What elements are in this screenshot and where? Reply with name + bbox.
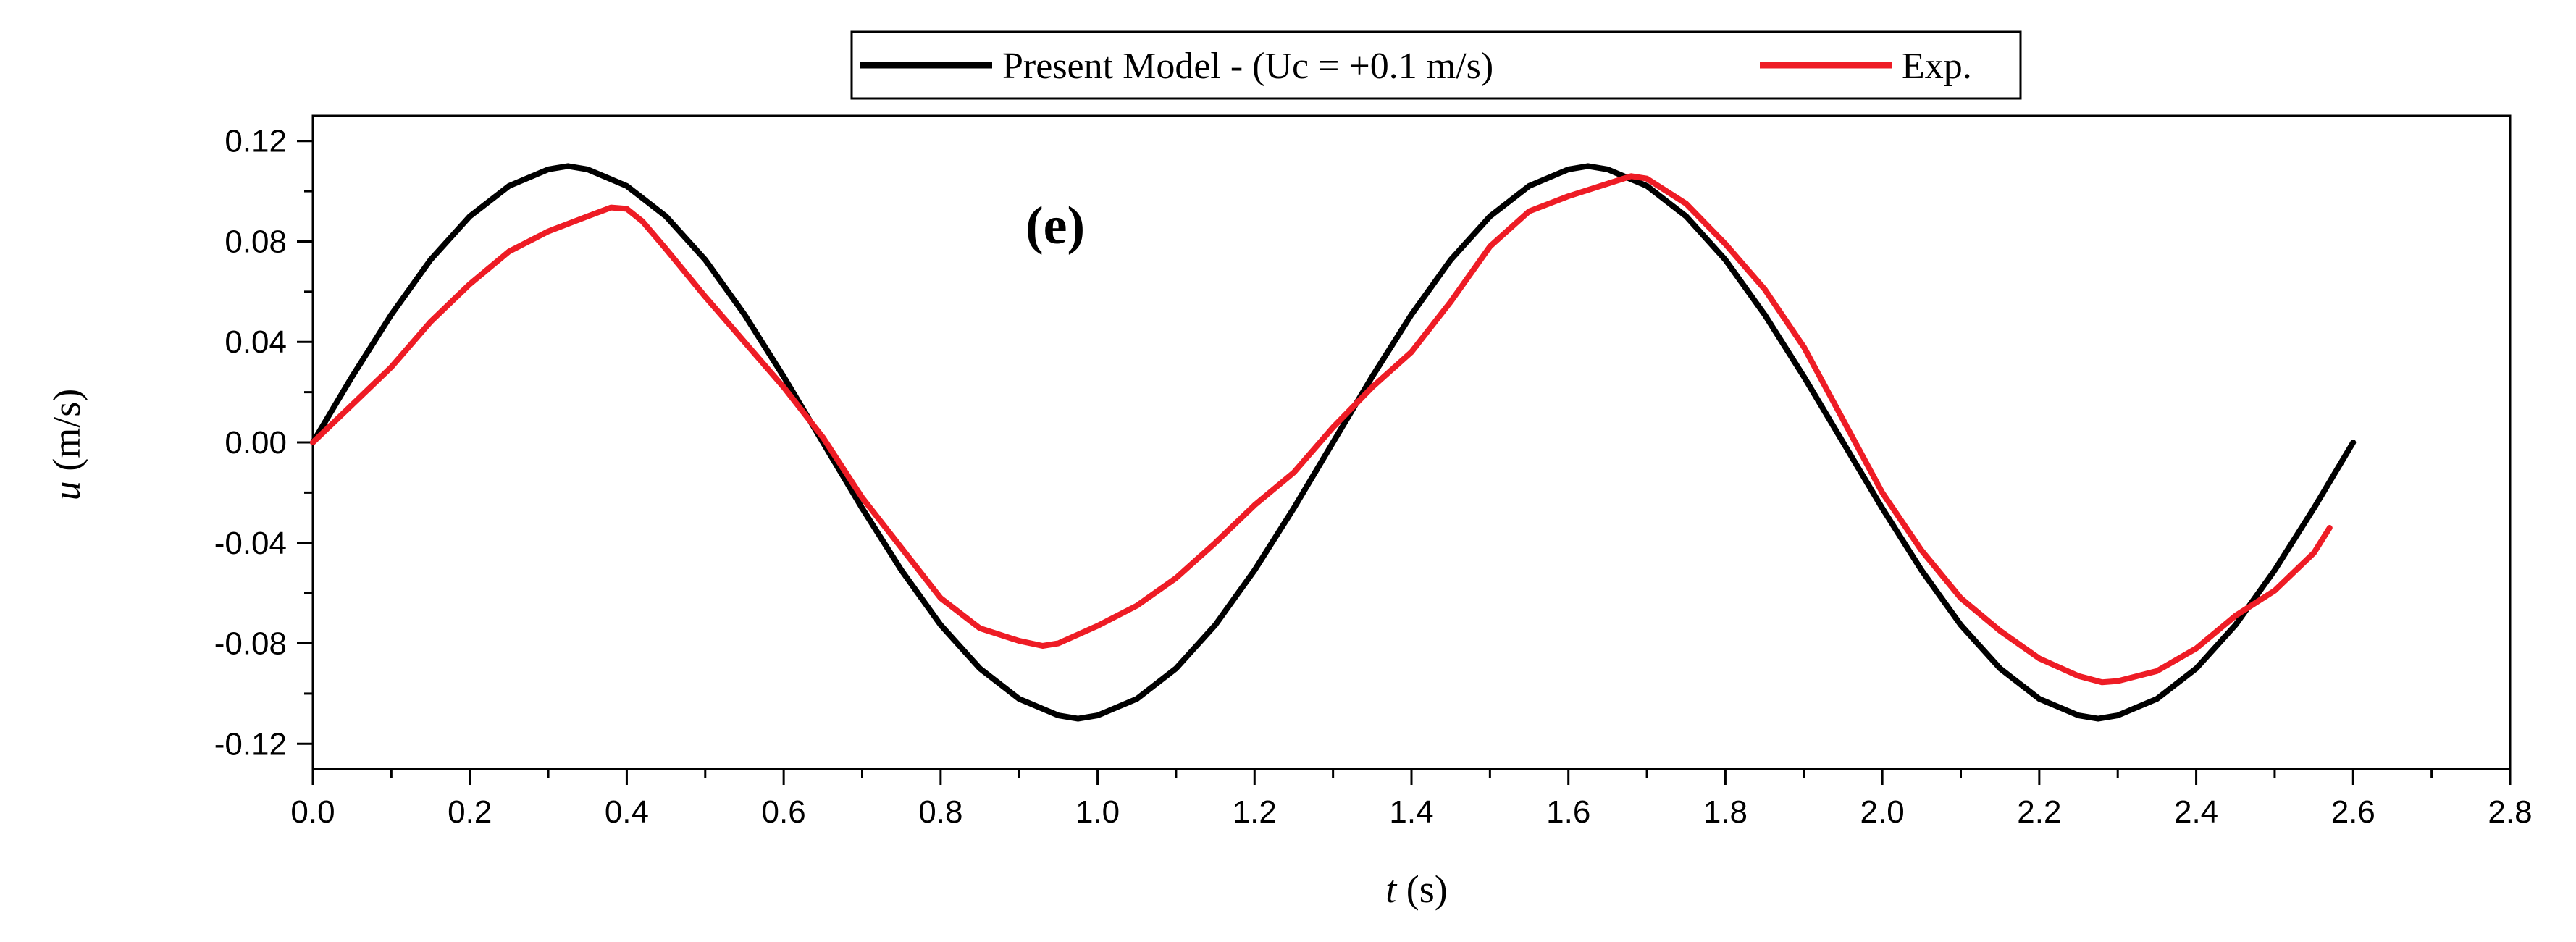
x-tick-label: 1.8 bbox=[1703, 794, 1748, 830]
y-tick-label: 0.08 bbox=[225, 224, 287, 259]
plot-area: 0.0 0.2 0.4 0.6 0.8 1.0 1.2 1.4 1.6 1.8 2.0 2.2 2.4 2… bbox=[214, 114, 2533, 830]
x-tick-label: 0.2 bbox=[448, 794, 492, 830]
y-tick-label: 0.12 bbox=[225, 124, 287, 159]
y-tick-label: -0.04 bbox=[214, 526, 287, 561]
panel-label: (e) bbox=[1025, 196, 1085, 256]
x-tick-label: 0.8 bbox=[918, 794, 962, 830]
x-tick-label: 2.2 bbox=[2017, 794, 2061, 830]
legend: Present Model - (Uc = +0.1 m/s) Exp. bbox=[850, 30, 2022, 100]
x-axis-unit: (s) bbox=[1396, 867, 1447, 911]
y-axis-variable: u bbox=[45, 481, 88, 500]
x-tick-label: 2.6 bbox=[2331, 794, 2375, 830]
x-tick-label: 0.6 bbox=[762, 794, 806, 830]
x-tick-label: 1.0 bbox=[1075, 794, 1120, 830]
x-tick-label: 1.6 bbox=[1546, 794, 1590, 830]
x-tick-label: 1.2 bbox=[1233, 794, 1277, 830]
x-tick-label: 0.4 bbox=[605, 794, 649, 830]
y-tick-label: 0.04 bbox=[225, 324, 287, 360]
x-tick-label: 1.4 bbox=[1389, 794, 1433, 830]
x-tick-label: 2.0 bbox=[1860, 794, 1905, 830]
x-tick-label: 2.4 bbox=[2174, 794, 2218, 830]
y-tick-label: 0.00 bbox=[225, 425, 287, 461]
y-axis-unit: (m/s) bbox=[45, 389, 88, 481]
series-line-exp bbox=[310, 173, 2333, 686]
y-axis-title: u (m/s) bbox=[45, 389, 88, 501]
legend-label-model: Present Model - (Uc = +0.1 m/s) bbox=[1002, 46, 1493, 87]
x-tick-label: 0.0 bbox=[290, 794, 335, 830]
y-tick-label: -0.12 bbox=[214, 726, 287, 762]
legend-label-exp: Exp. bbox=[1902, 46, 1972, 87]
x-axis-variable: t bbox=[1385, 867, 1398, 911]
y-tick-label: -0.08 bbox=[214, 626, 287, 662]
series-line-model bbox=[310, 163, 2357, 722]
x-tick-label: 2.8 bbox=[2488, 794, 2532, 830]
x-axis-title: t (s) bbox=[1385, 867, 1448, 911]
